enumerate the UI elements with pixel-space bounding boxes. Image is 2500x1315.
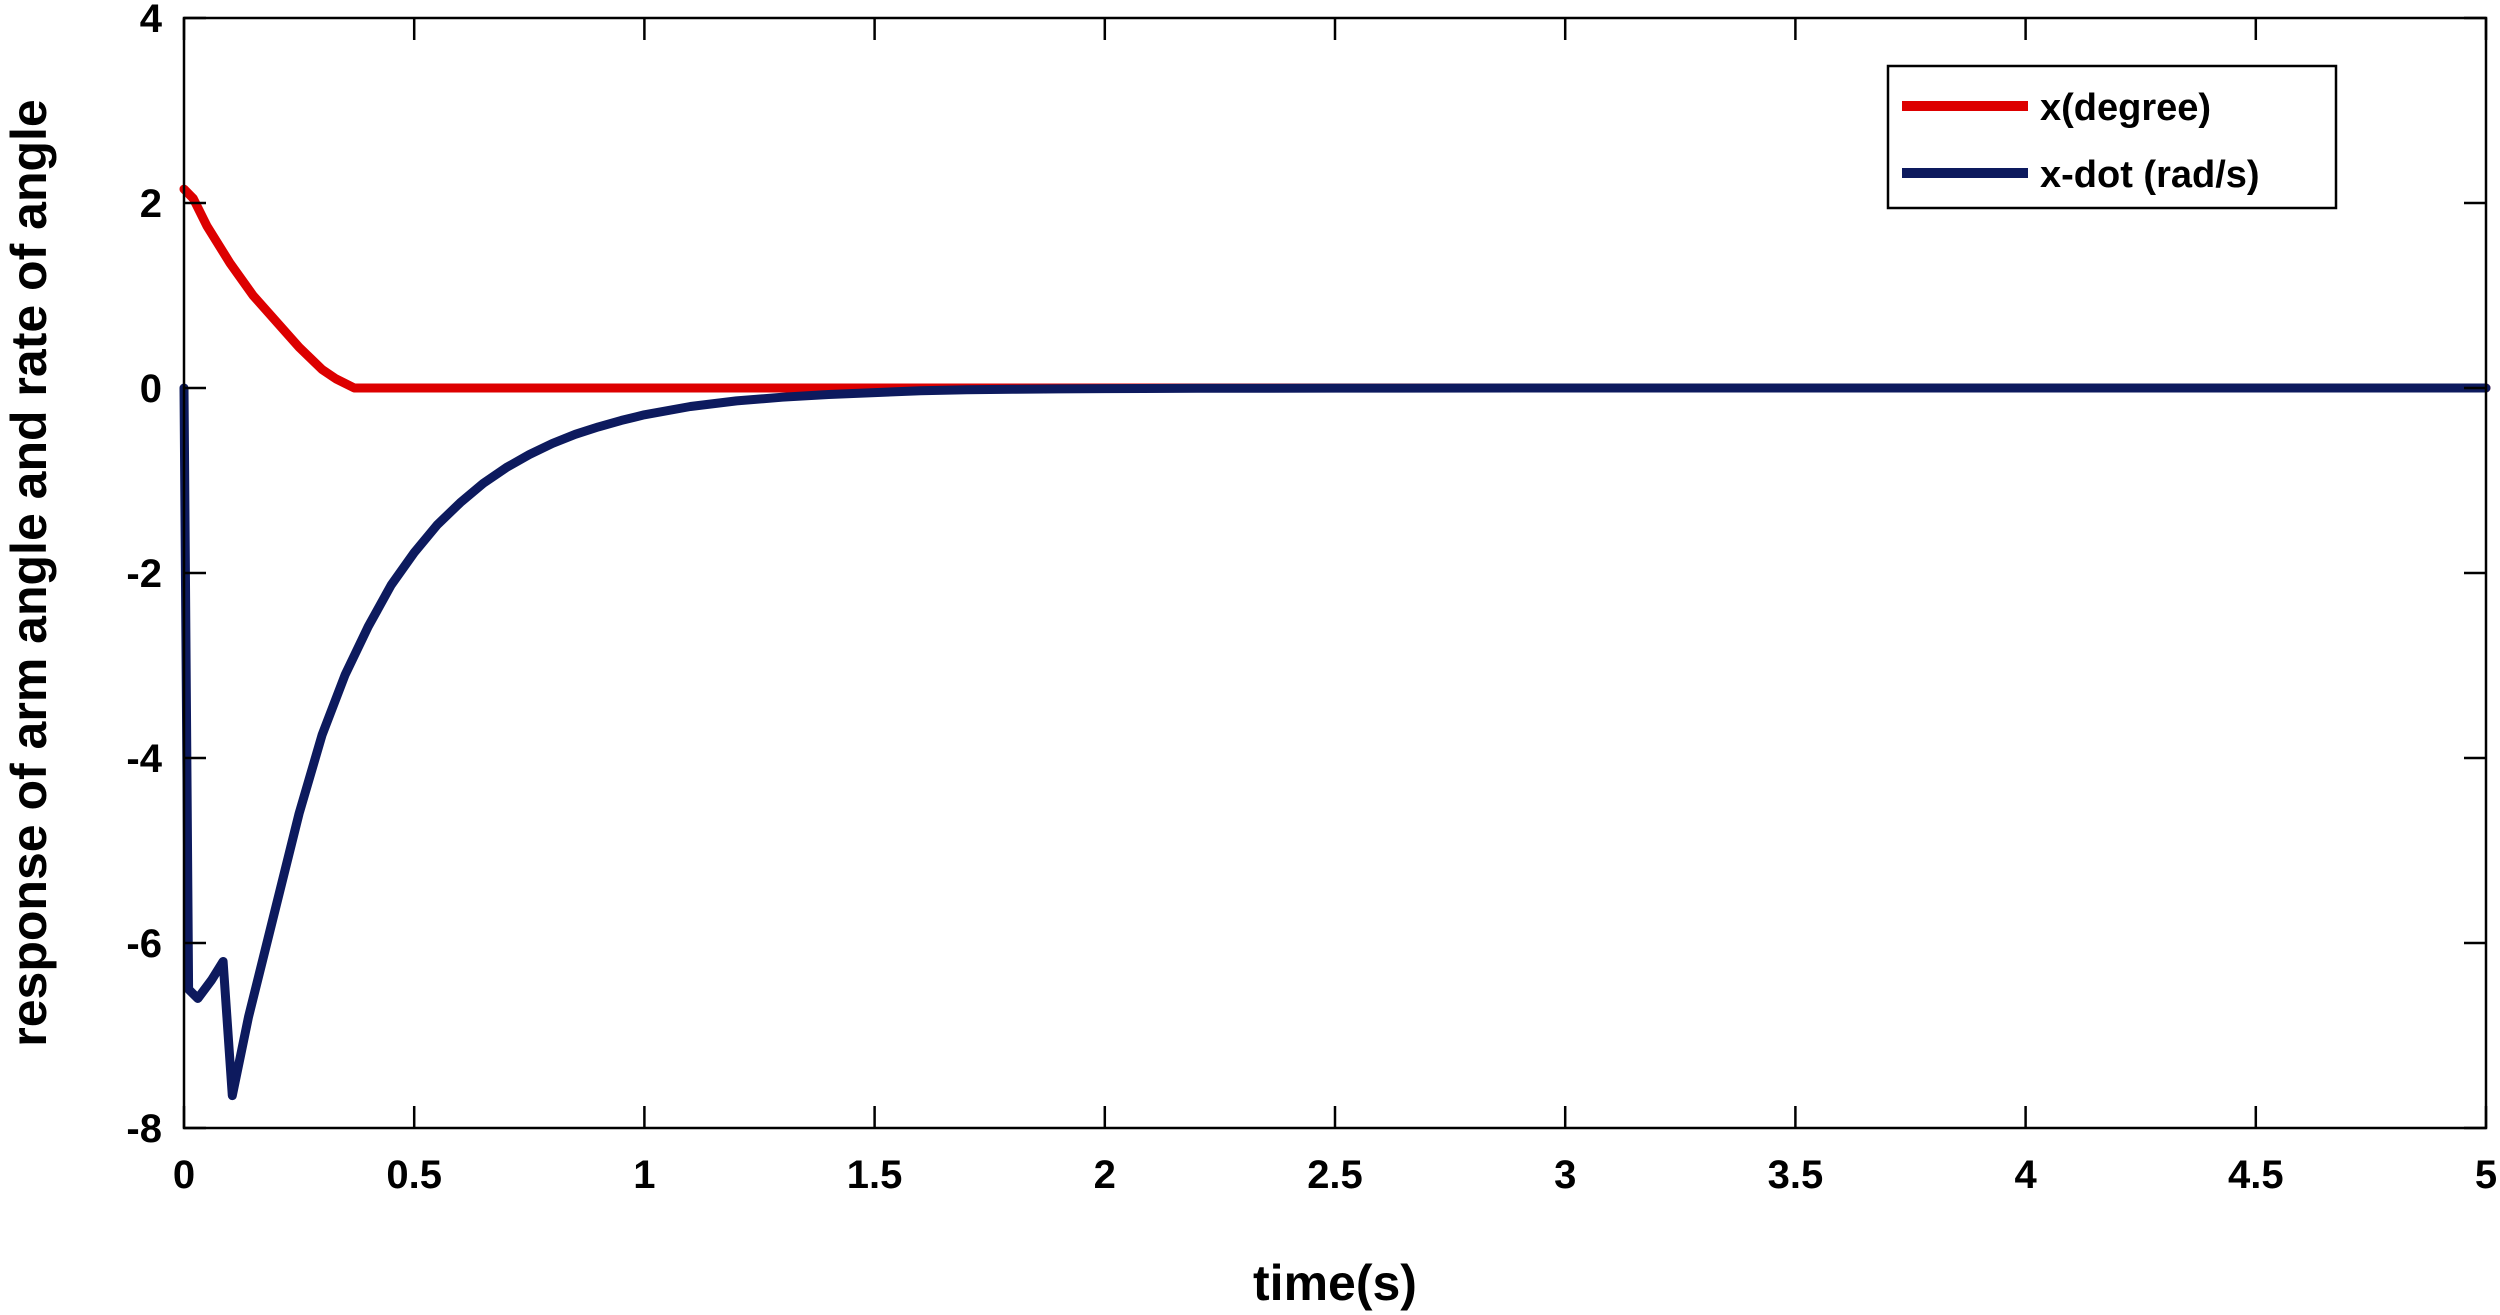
- x-tick-label: 1: [633, 1153, 655, 1197]
- x-tick-label: 3.5: [1768, 1153, 1824, 1197]
- x-tick-label: 3: [1554, 1153, 1576, 1197]
- x-axis-ticks: 0 0.5 1 1.5 2 2.5 3 3.5 4 4.5 5: [173, 18, 2497, 1197]
- x-tick-label: 0: [173, 1153, 195, 1197]
- legend: x(degree) x-dot (rad/s): [1886, 64, 2338, 210]
- x-tick-label: 2.5: [1307, 1153, 1363, 1197]
- x-tick-label: 1.5: [847, 1153, 903, 1197]
- legend-box: [1886, 64, 2338, 210]
- y-tick-label: -2: [126, 552, 162, 596]
- y-tick-label: 0: [140, 367, 162, 411]
- y-tick-label: -4: [126, 737, 162, 781]
- x-axis-label: time(s): [1253, 1255, 1417, 1311]
- y-tick-label: 2: [140, 182, 162, 226]
- y-tick-label: 4: [140, 0, 163, 41]
- series-line-x-dot: [179, 383, 2491, 1101]
- legend-label-x-degree: x(degree): [2040, 87, 2211, 129]
- x-tick-label: 0.5: [386, 1153, 442, 1197]
- series-layer: [179, 184, 2491, 1101]
- x-tick-label: 5: [2475, 1153, 2497, 1197]
- x-tick-label: 2: [1094, 1153, 1116, 1197]
- y-tick-label: -6: [126, 922, 162, 966]
- y-tick-label: -8: [126, 1107, 162, 1151]
- y-axis-label: response of arm angle and rate of angle: [1, 99, 57, 1046]
- y-axis-ticks: -8 -6 -4 -2 0 2 4: [126, 0, 2486, 1151]
- x-tick-label: 4: [2014, 1153, 2037, 1197]
- legend-label-x-dot: x-dot (rad/s): [2040, 154, 2260, 196]
- x-tick-label: 4.5: [2228, 1153, 2284, 1197]
